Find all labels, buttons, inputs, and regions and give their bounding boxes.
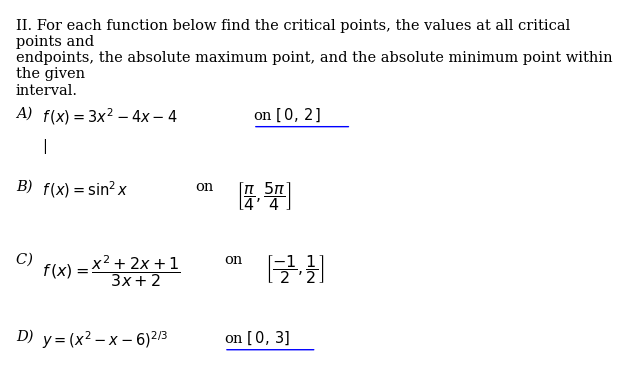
Text: B): B): [15, 180, 37, 194]
Text: $\left[\dfrac{\pi}{4},\dfrac{5\pi}{4}\right]$: $\left[\dfrac{\pi}{4},\dfrac{5\pi}{4}\ri…: [236, 180, 291, 213]
Text: $f\,(x) = \sin^2 x$: $f\,(x) = \sin^2 x$: [41, 180, 129, 200]
Text: on $\left[\,0,\,2\,\right]$: on $\left[\,0,\,2\,\right]$: [253, 107, 321, 124]
Text: on: on: [224, 253, 243, 267]
Text: II. For each function below find the critical points, the values at all critical: II. For each function below find the cri…: [15, 19, 612, 98]
Text: $y = (x^2 - x - 6)^{2/3}$: $y = (x^2 - x - 6)^{2/3}$: [41, 329, 168, 351]
Text: on: on: [195, 180, 214, 194]
Text: C): C): [15, 253, 37, 267]
Text: |: |: [41, 140, 46, 154]
Text: $f\,(x) = 3x^2 - 4x - 4$: $f\,(x) = 3x^2 - 4x - 4$: [41, 107, 177, 127]
Text: $\left[\dfrac{-1}{2},\dfrac{1}{2}\right]$: $\left[\dfrac{-1}{2},\dfrac{1}{2}\right]…: [264, 253, 324, 286]
Text: D): D): [15, 329, 38, 344]
Text: $f\,(x) = \dfrac{x^2+2x+1}{3x+2}$: $f\,(x) = \dfrac{x^2+2x+1}{3x+2}$: [41, 253, 181, 288]
Text: A): A): [15, 107, 37, 120]
Text: on $\left[\,0,\,3\right]$: on $\left[\,0,\,3\right]$: [224, 329, 290, 347]
